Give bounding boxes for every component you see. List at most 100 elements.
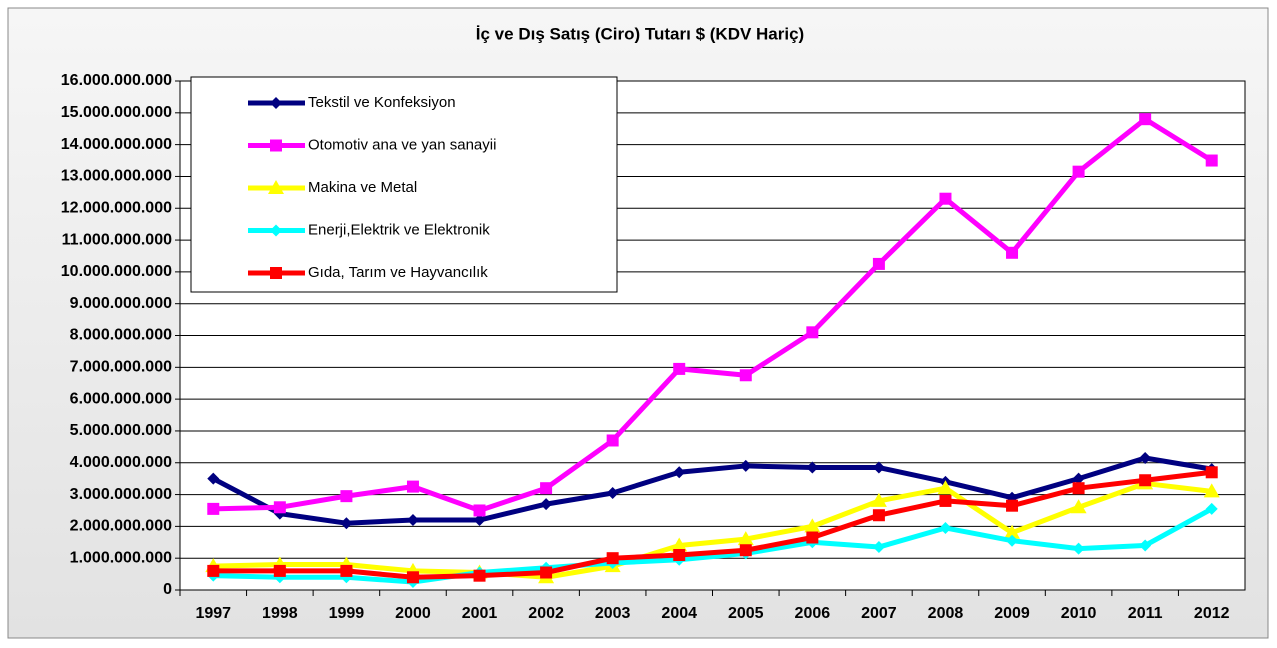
marker [1139,539,1152,552]
legend-entries: Tekstil ve Konfeksiyon Otomotiv ana ve ya… [248,94,496,281]
marker [1205,154,1218,167]
marker [673,549,686,562]
marker [207,564,220,577]
x-tick-label: 1999 [329,605,365,622]
y-tick-label: 6.000.000.000 [70,390,172,407]
marker [540,498,553,511]
series-line [212,455,1213,526]
marker [268,180,284,194]
marker [939,192,952,205]
marker [671,537,688,552]
marker [273,507,286,520]
series-line [213,116,1214,513]
y-tick-label: 0 [163,581,172,598]
y-tick-label: 8.000.000.000 [70,327,172,344]
x-tick-label: 2006 [795,605,831,622]
marker [1072,165,1085,178]
series-line [213,480,1213,580]
y-tick-label: 14.000.000.000 [61,136,172,153]
marker [1072,472,1085,485]
legend-label: Tekstil ve Konfeksiyon [308,94,456,111]
marker [1006,499,1019,512]
y-tick-label: 16.000.000.000 [61,72,172,89]
marker [937,480,954,495]
marker [806,531,819,544]
marker [340,564,353,577]
marker [673,466,686,479]
legend-label: Enerji,Elektrik ve Elektronik [308,221,490,238]
marker [1006,534,1019,547]
marker [872,541,885,554]
y-tick-label: 7.000.000.000 [70,359,172,376]
x-tick-label: 2012 [1194,605,1230,622]
marker [939,494,952,507]
marker [1072,542,1085,555]
marker [737,531,754,546]
x-tick-label: 2005 [728,605,764,622]
marker [804,518,821,533]
marker [1139,474,1152,487]
marker [473,504,486,517]
y-tick-label: 13.000.000.000 [61,168,172,185]
x-tick-label: 2004 [661,605,697,622]
marker [540,482,553,495]
marker [207,502,220,515]
marker [673,362,686,375]
series-line [213,506,1213,585]
marker [872,509,885,522]
marker [606,486,619,499]
marker [1006,246,1019,259]
x-tick-label: 2009 [994,605,1030,622]
marker [473,514,486,527]
marker [1139,451,1152,464]
y-tick-label: 15.000.000.000 [61,104,172,121]
legend-label: Otomotiv ana ve yan sanayii [308,136,496,153]
marker [473,569,486,582]
y-tick-label: 5.000.000.000 [70,422,172,439]
chart-title: İç ve Dış Satış (Ciro) Tutarı $ (KDV Har… [476,24,804,43]
marker [340,517,353,530]
marker [340,490,353,503]
marker [739,544,752,557]
marker [273,501,286,514]
marker [1072,482,1085,495]
marker [1203,483,1220,498]
y-tick-label: 3.000.000.000 [70,486,172,503]
y-tick-label: 1.000.000.000 [70,549,172,566]
marker [1004,524,1021,539]
x-tick-label: 1998 [262,605,298,622]
x-tick-label: 2008 [928,605,964,622]
marker [739,369,752,382]
marker [270,224,282,237]
x-tick-label: 2007 [861,605,897,622]
plot [205,113,1220,589]
x-tick-label: 2011 [1128,605,1163,622]
marker [540,566,553,579]
marker [1070,499,1087,514]
y-tick-label: 11.000.000.000 [62,231,172,248]
marker [207,472,220,485]
y-tick-label: 12.000.000.000 [61,199,172,216]
marker [606,434,619,447]
x-tick-label: 2001 [462,605,498,622]
marker [606,552,619,565]
y-tick-label: 10.000.000.000 [61,263,172,280]
marker [406,571,419,584]
series-line [213,469,1213,580]
marker [273,564,286,577]
marker [806,326,819,339]
legend [190,76,618,293]
x-tick-label: 2000 [395,605,431,622]
grid: 0 1.000.000.000 2.000.000.000 3.000.000.000… [61,72,1245,622]
legend-label: Gıda, Tarım ve Hayvancılık [308,264,488,281]
y-tick-label: 4.000.000.000 [70,454,172,471]
x-tick-label: 2003 [595,605,631,622]
marker [806,461,819,474]
marker [406,480,419,493]
marker [870,492,887,507]
marker [1205,466,1218,479]
marker [270,267,282,279]
y-tick-label: 9.000.000.000 [70,295,172,312]
x-tick-label: 2010 [1061,605,1097,622]
